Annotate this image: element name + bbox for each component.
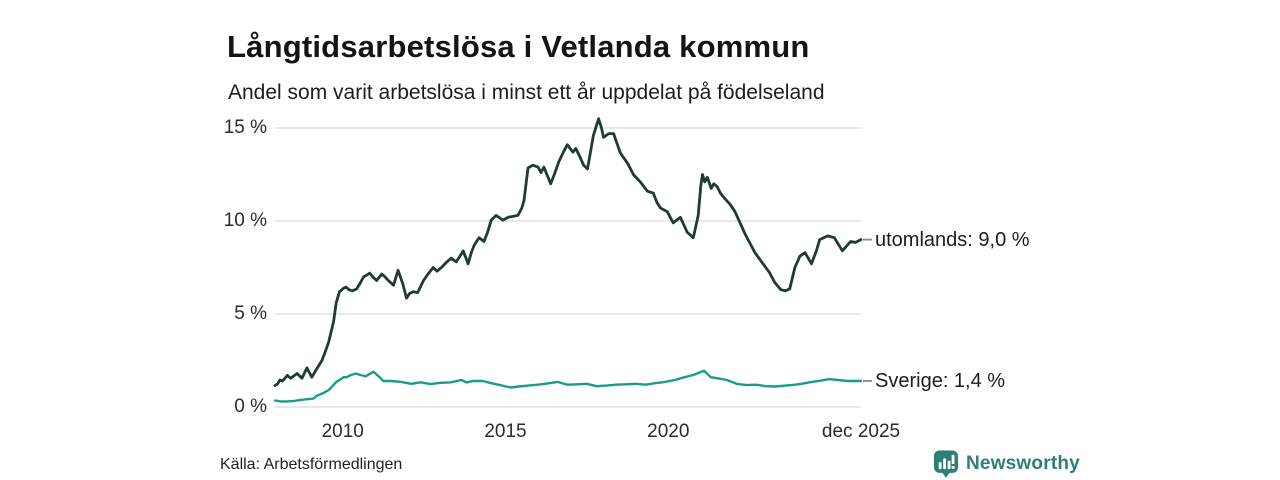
- sverige-line: [273, 369, 863, 403]
- series-end-label-sverige: Sverige: 1,4 %: [875, 369, 1006, 392]
- x-axis-tick-label: 2020: [647, 421, 690, 442]
- x-axis-tick-label: 2015: [484, 421, 527, 442]
- chart-subtitle: Andel som varit arbetslösa i minst ett å…: [228, 81, 825, 104]
- y-axis-tick-label: 5 %: [234, 303, 267, 324]
- y-axis-tick-label: 10 %: [223, 210, 267, 231]
- x-axis-tick-label: 2010: [321, 421, 364, 442]
- newsworthy-logo-icon: [933, 450, 959, 478]
- series-end-label-utomlands: utomlands: 9,0 %: [875, 228, 1030, 251]
- x-axis-tick-label: dec 2025: [821, 421, 901, 442]
- y-axis-tick-label: 0 %: [234, 396, 267, 417]
- newsworthy-brand: Newsworthy: [933, 449, 1080, 479]
- source-note: Källa: Arbetsförmedlingen: [220, 456, 403, 473]
- page-title: Långtidsarbetslösa i Vetlanda kommun: [227, 28, 810, 64]
- utomlands-line: [273, 117, 863, 388]
- newsworthy-wordmark: Newsworthy: [966, 453, 1080, 474]
- y-axis-tick-label: 15 %: [223, 117, 267, 138]
